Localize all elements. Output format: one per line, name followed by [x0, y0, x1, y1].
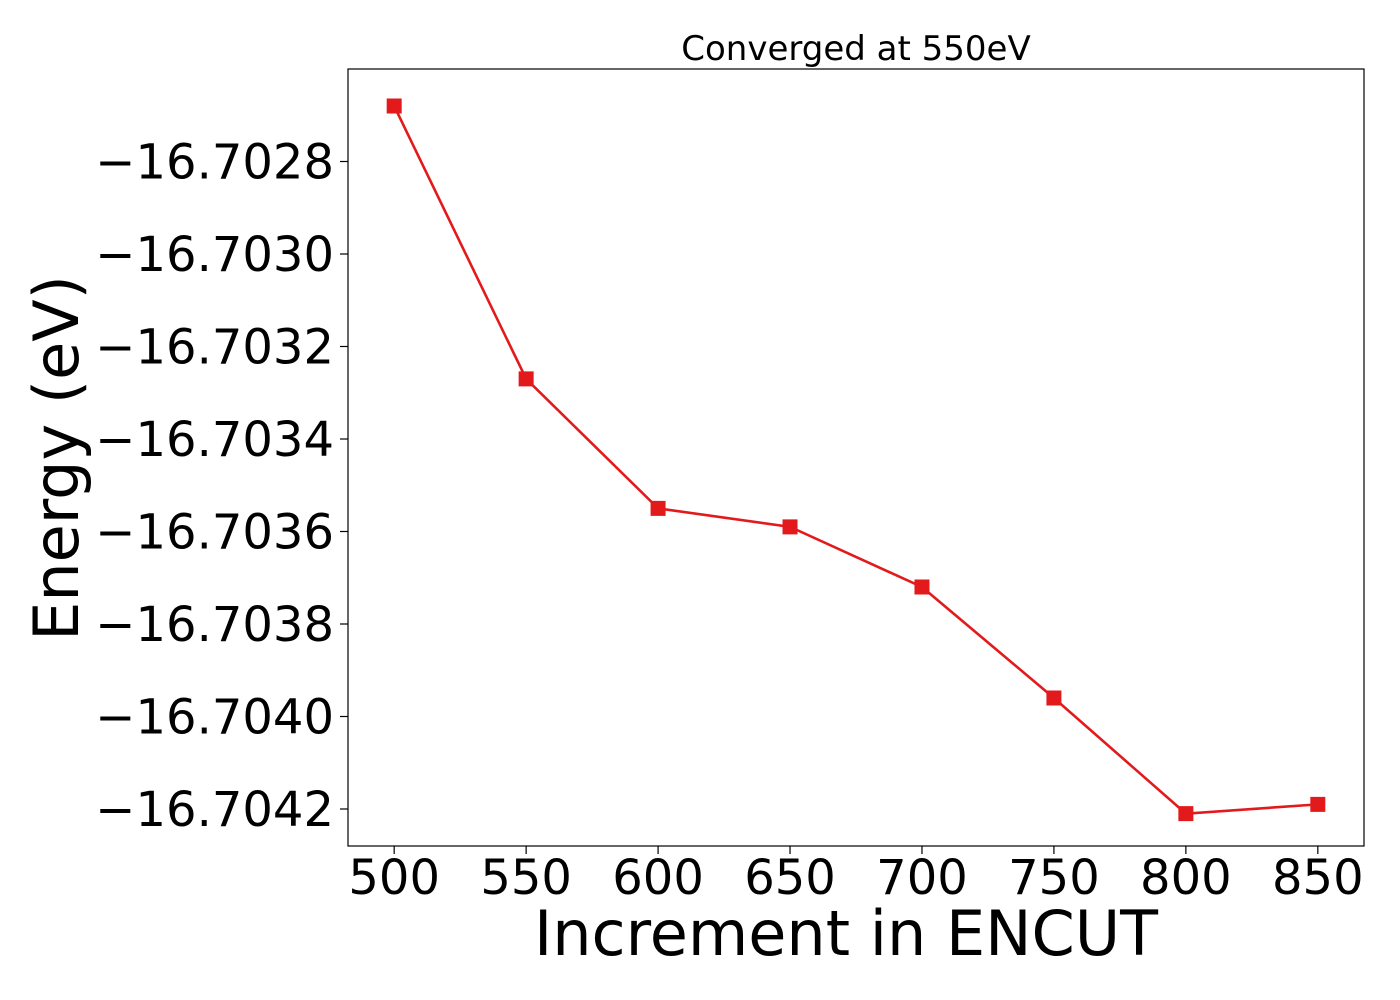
x-tick-label: 750 — [1008, 850, 1100, 906]
x-tick-label: 700 — [876, 850, 968, 906]
y-tick-label: −16.7036 — [95, 505, 334, 561]
chart-title: Converged at 550eV — [681, 29, 1030, 69]
data-point-marker — [386, 98, 402, 114]
data-point-marker — [1046, 690, 1062, 706]
data-point-marker — [518, 371, 534, 387]
y-tick-label: −16.7032 — [95, 320, 334, 376]
data-point-marker — [1178, 806, 1194, 822]
x-tick-label: 600 — [612, 850, 704, 906]
data-point-marker — [1310, 796, 1326, 812]
y-tick-label: −16.7042 — [95, 782, 334, 838]
series-layer — [386, 98, 1326, 822]
x-tick-label: 500 — [348, 850, 440, 906]
x-tick-label: 650 — [744, 850, 836, 906]
y-tick-label: −16.7028 — [95, 135, 334, 191]
data-point-marker — [650, 500, 666, 516]
plot-area — [347, 68, 1365, 847]
y-tick-label: −16.7030 — [95, 227, 334, 283]
y-tick-label: −16.7034 — [95, 412, 334, 468]
x-axis: 500 550 600 650 700 750 800 850 — [348, 846, 1364, 906]
data-point-marker — [782, 519, 798, 535]
y-tick-label: −16.7038 — [95, 597, 334, 653]
series-line — [393, 105, 1318, 815]
x-axis-label: Increment in ENCUT — [534, 897, 1159, 970]
x-tick-label: 550 — [480, 850, 572, 906]
data-point-marker — [914, 579, 930, 595]
x-tick-label: 850 — [1272, 850, 1364, 906]
y-axis-label: Energy (eV) — [20, 275, 93, 641]
y-tick-label: −16.7040 — [95, 690, 334, 746]
y-axis: −16.7028 −16.7030 −16.7032 −16.7034 −16.7036… — [95, 135, 348, 838]
x-tick-label: 800 — [1140, 850, 1232, 906]
